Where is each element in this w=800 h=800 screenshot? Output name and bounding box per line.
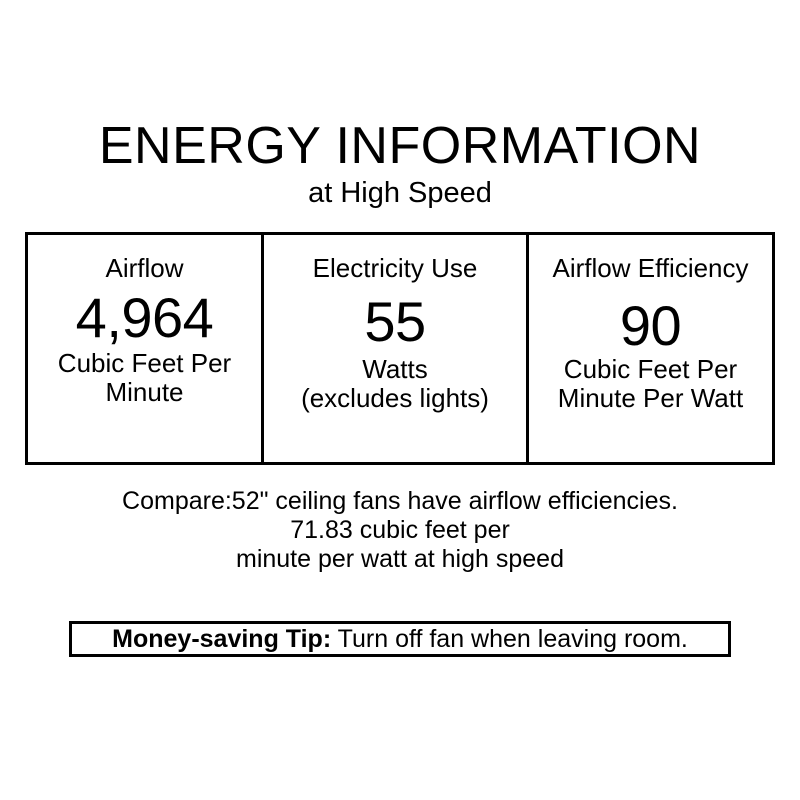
metric-value-electricity-use: 55 — [364, 290, 426, 353]
page-subtitle: at High Speed — [308, 177, 492, 209]
metric-unit-line: Minute — [105, 377, 184, 407]
label-header: ENERGY INFORMATION at High Speed — [0, 118, 800, 210]
metric-heading-electricity-use: Electricity Use — [312, 253, 478, 283]
metric-value-airflow-efficiency: 90 — [619, 294, 682, 357]
comparison-text: Compare:52" ceiling fans have airflow ef… — [0, 487, 800, 574]
metric-cell-airflow: Airflow 4,964 Cubic Feet Per Minute — [28, 235, 264, 462]
comparison-line: minute per watt at high speed — [236, 545, 564, 573]
metric-unit-line: Minute Per Watt — [557, 383, 744, 413]
metric-cell-airflow-efficiency: Airflow Efficiency 90 Cubic Feet Per Min… — [529, 235, 772, 462]
metric-heading-airflow: Airflow — [105, 253, 184, 283]
money-saving-tip-body: Turn off fan when leaving room. — [331, 625, 688, 653]
comparison-line: 71.83 cubic feet per — [290, 516, 510, 544]
metric-heading-airflow-efficiency: Airflow Efficiency — [552, 253, 749, 283]
metric-cell-electricity-use: Electricity Use 55 Watts (excludes light… — [264, 235, 529, 462]
metric-units-airflow-efficiency: Cubic Feet Per Minute Per Watt — [558, 355, 743, 413]
metric-units-airflow: Cubic Feet Per Minute — [58, 349, 231, 407]
metric-units-electricity-use: Watts (excludes lights) — [301, 355, 489, 413]
metric-unit-line: (excludes lights) — [301, 383, 489, 413]
metrics-table: Airflow 4,964 Cubic Feet Per Minute Elec… — [25, 232, 775, 465]
page-title: ENERGY INFORMATION — [98, 117, 702, 175]
metric-unit-line: Cubic Feet Per — [563, 354, 738, 384]
money-saving-tip-label: Money-saving Tip: — [112, 625, 332, 653]
metric-value-airflow: 4,964 — [75, 286, 214, 349]
metric-unit-line: Watts — [362, 354, 428, 384]
money-saving-tip-text: Money-saving Tip: Turn off fan when leav… — [112, 625, 688, 653]
metric-unit-line: Cubic Feet Per — [57, 348, 232, 378]
money-saving-tip-box: Money-saving Tip: Turn off fan when leav… — [69, 621, 731, 657]
comparison-line: Compare:52" ceiling fans have airflow ef… — [122, 487, 678, 515]
